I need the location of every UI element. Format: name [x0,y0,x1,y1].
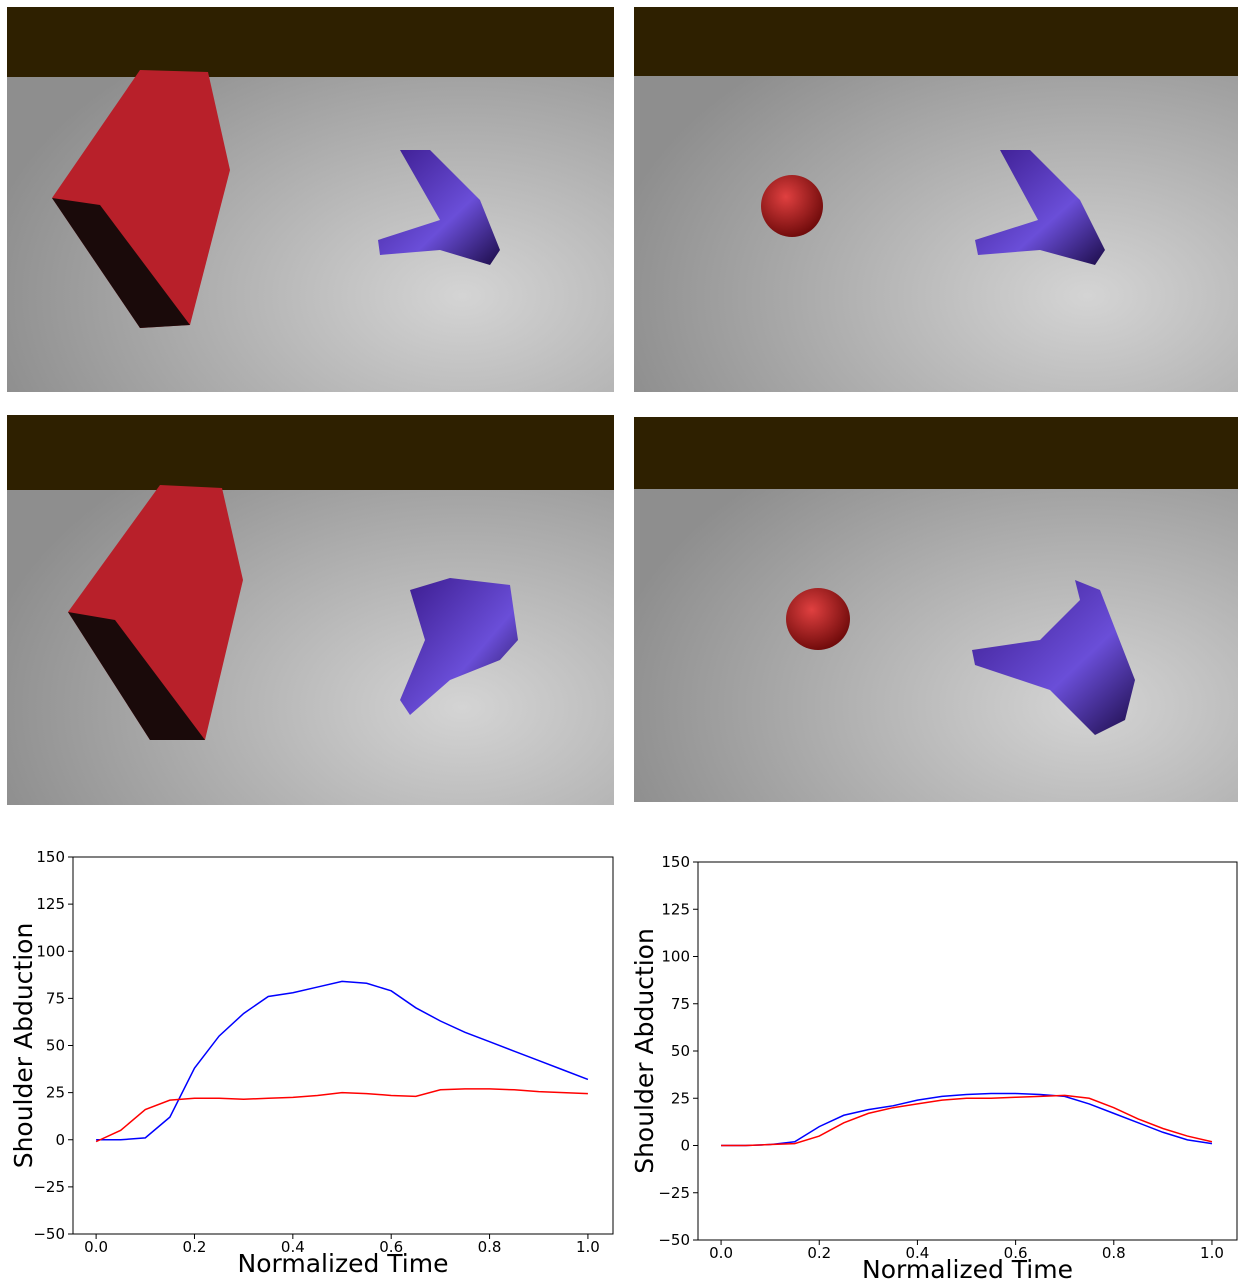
y-tick-label: 50 [671,1042,690,1060]
y-tick-label: 0 [680,1137,690,1155]
scene-box-1 [7,7,614,392]
y-tick-label: 75 [46,989,65,1007]
plot-frame [73,857,613,1234]
y-tick-label: −25 [33,1178,65,1196]
x-tick-label: 0.8 [478,1238,502,1256]
y-tick-label: 25 [671,1089,690,1107]
scene-apple-1 [634,7,1238,392]
x-tick-label: 0.2 [183,1238,207,1256]
x-axis-label: Normalized Time [238,1249,449,1278]
x-tick-label: 0.0 [709,1244,733,1262]
x-tick-label: 1.0 [1200,1244,1224,1262]
y-axis-label: Shoulder Abduction [9,923,38,1169]
figure: −50−2502550751001251500.00.20.40.60.81.0… [0,0,1238,1286]
y-tick-label: −50 [33,1225,65,1243]
data-line [96,981,588,1139]
y-tick-label: 125 [661,900,690,918]
y-tick-label: 150 [36,848,65,866]
y-tick-label: −50 [658,1231,690,1249]
plot-frame [698,862,1237,1240]
y-tick-label: 75 [671,995,690,1013]
x-tick-label: 0.2 [807,1244,831,1262]
x-tick-label: 0.8 [1102,1244,1126,1262]
y-tick-label: 150 [661,853,690,871]
y-tick-label: 100 [661,948,690,966]
x-tick-label: 1.0 [576,1238,600,1256]
y-tick-label: 25 [46,1084,65,1102]
data-line [721,1095,1212,1145]
y-tick-label: 50 [46,1037,65,1055]
data-line [96,1089,588,1142]
y-tick-label: 100 [36,942,65,960]
scene-box-2 [7,415,614,805]
y-tick-label: 0 [55,1131,65,1149]
x-axis-label: Normalized Time [862,1255,1073,1284]
x-tick-label: 0.0 [84,1238,108,1256]
y-tick-label: −25 [658,1184,690,1202]
scene-apple-2 [634,417,1238,802]
y-tick-label: 125 [36,895,65,913]
y-axis-label: Shoulder Abduction [630,928,659,1174]
